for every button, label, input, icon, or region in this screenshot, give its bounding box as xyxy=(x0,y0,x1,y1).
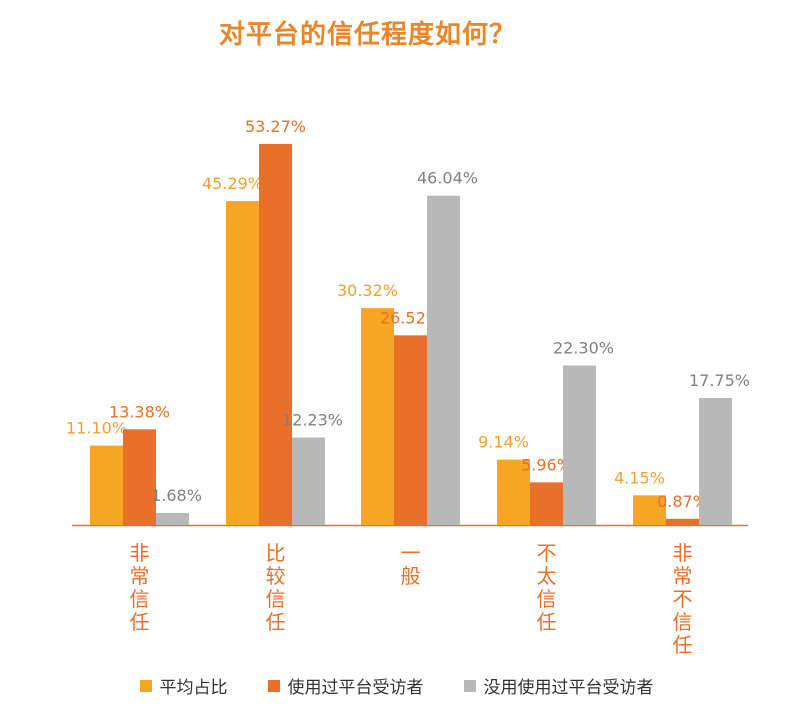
category-label: 一 xyxy=(401,541,421,565)
data-label-average: 9.14% xyxy=(478,433,529,452)
category-label: 不 xyxy=(537,541,557,565)
legend-swatch-average xyxy=(139,679,152,692)
data-label-average: 11.10% xyxy=(66,419,127,438)
data-label-average: 4.15% xyxy=(614,468,665,487)
bar-not-used xyxy=(699,398,732,525)
data-label-average: 30.32% xyxy=(337,281,398,300)
data-label-average: 45.29% xyxy=(202,174,263,193)
category-label: 较 xyxy=(266,564,286,588)
category-label: 信 xyxy=(673,610,693,634)
legend-swatch-used xyxy=(267,679,280,692)
data-label-not-used: 22.30% xyxy=(553,339,614,358)
bar-not-used xyxy=(156,512,189,525)
category-label: 任 xyxy=(537,610,557,634)
chart-title: 对平台的信任程度如何？ xyxy=(218,20,516,50)
data-label-used: 0.87% xyxy=(657,492,708,511)
category-label: 不 xyxy=(673,587,693,611)
bar-used xyxy=(259,144,292,525)
category-label: 般 xyxy=(401,564,421,588)
legend-item-average: 平均占比 xyxy=(139,673,228,698)
bar-average xyxy=(633,495,666,525)
bar-used xyxy=(530,482,563,525)
category-label: 太 xyxy=(537,564,557,588)
data-label-used: 5.96% xyxy=(521,455,572,474)
category-label: 非 xyxy=(673,541,693,565)
bar-not-used xyxy=(292,437,325,525)
bar-not-used xyxy=(563,365,596,525)
data-label-not-used: 1.68% xyxy=(151,486,202,505)
data-label-not-used: 17.75% xyxy=(689,371,750,390)
category-label: 任 xyxy=(673,633,693,657)
legend-label-average: 平均占比 xyxy=(159,678,228,698)
legend-label-used: 使用过平台受访者 xyxy=(287,678,424,698)
bar-not-used xyxy=(427,195,460,525)
data-label-not-used: 12.23% xyxy=(282,411,343,430)
legend: 平均占比 使用过平台受访者 没用使用过平台受访者 xyxy=(0,673,793,698)
bar-used xyxy=(123,429,156,525)
legend-swatch-not-used xyxy=(463,679,476,692)
data-label-used: 13.38% xyxy=(109,402,170,421)
category-label: 任 xyxy=(266,610,286,634)
bar-used xyxy=(666,518,699,525)
category-label: 信 xyxy=(266,587,286,611)
data-label-used: 53.27% xyxy=(245,117,306,136)
legend-label-not-used: 没用使用过平台受访者 xyxy=(483,678,654,698)
data-label-not-used: 46.04% xyxy=(417,169,478,188)
bar-average xyxy=(361,308,394,525)
category-label: 比 xyxy=(266,541,286,565)
bar-average xyxy=(90,445,123,525)
category-label: 非 xyxy=(130,541,150,565)
category-label: 常 xyxy=(673,564,693,588)
category-label: 常 xyxy=(130,564,150,588)
bar-average xyxy=(226,201,259,526)
bar-used xyxy=(394,335,427,525)
data-label-used: 26.52% xyxy=(380,308,441,327)
category-label: 任 xyxy=(130,610,150,634)
legend-item-used: 使用过平台受访者 xyxy=(267,673,424,698)
category-label: 信 xyxy=(130,587,150,611)
legend-item-not-used: 没用使用过平台受访者 xyxy=(463,673,654,698)
category-label: 信 xyxy=(537,587,557,611)
bar-average xyxy=(497,459,530,525)
